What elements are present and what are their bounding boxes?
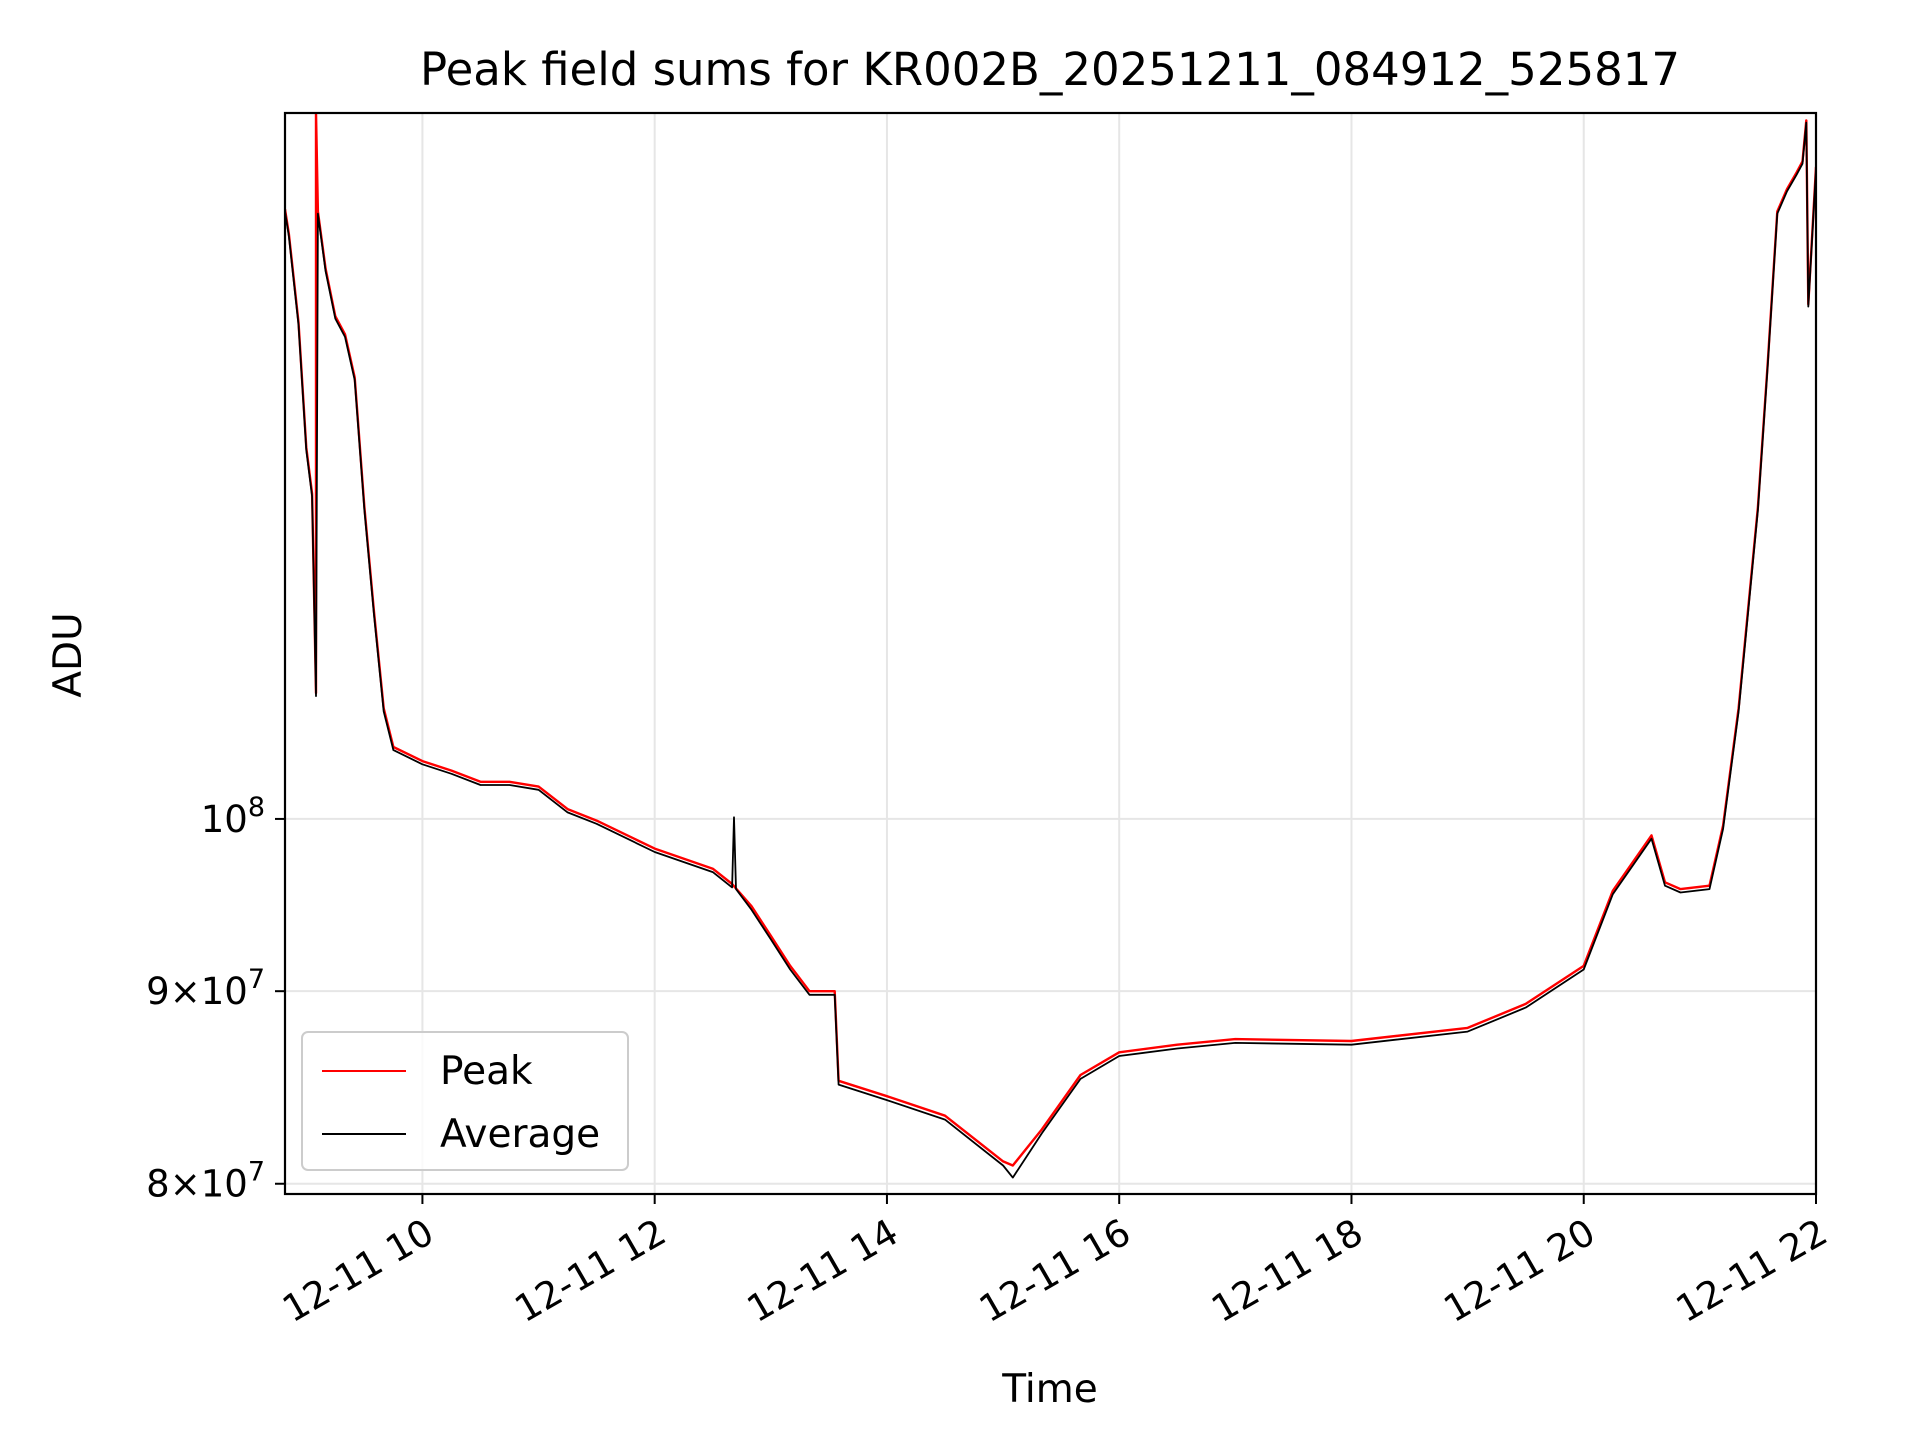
legend-label-average: Average xyxy=(440,1112,600,1157)
y-tick-label: 8×107 xyxy=(146,1157,265,1206)
chart-title: Peak field sums for KR002B_20251211_0849… xyxy=(420,43,1680,96)
y-tick-base: 10 xyxy=(201,970,248,1013)
x-axis-label: Time xyxy=(1001,1367,1097,1412)
y-tick-label: 108 xyxy=(201,792,265,841)
y-axis-label: ADU xyxy=(46,612,91,697)
legend-label-peak: Peak xyxy=(440,1049,533,1094)
legend: Peak Average xyxy=(301,1031,629,1171)
y-tick-mantissa: 9 xyxy=(146,970,170,1013)
y-tick-times: × xyxy=(170,970,201,1013)
plot-frame xyxy=(283,111,1818,1196)
y-tick-times: × xyxy=(170,1163,201,1206)
y-tick-base: 10 xyxy=(201,798,248,841)
y-tick-exponent: 7 xyxy=(248,964,265,995)
y-tick-exponent: 7 xyxy=(248,1157,265,1188)
y-tick-label: 9×107 xyxy=(146,964,265,1013)
series-line-average xyxy=(285,121,1816,1179)
series-layer xyxy=(285,113,1816,1179)
legend-box xyxy=(301,1031,629,1171)
y-tick-base: 10 xyxy=(201,1163,248,1206)
y-tick-exponent: 8 xyxy=(248,792,265,823)
y-tick-mantissa: 8 xyxy=(146,1163,170,1206)
